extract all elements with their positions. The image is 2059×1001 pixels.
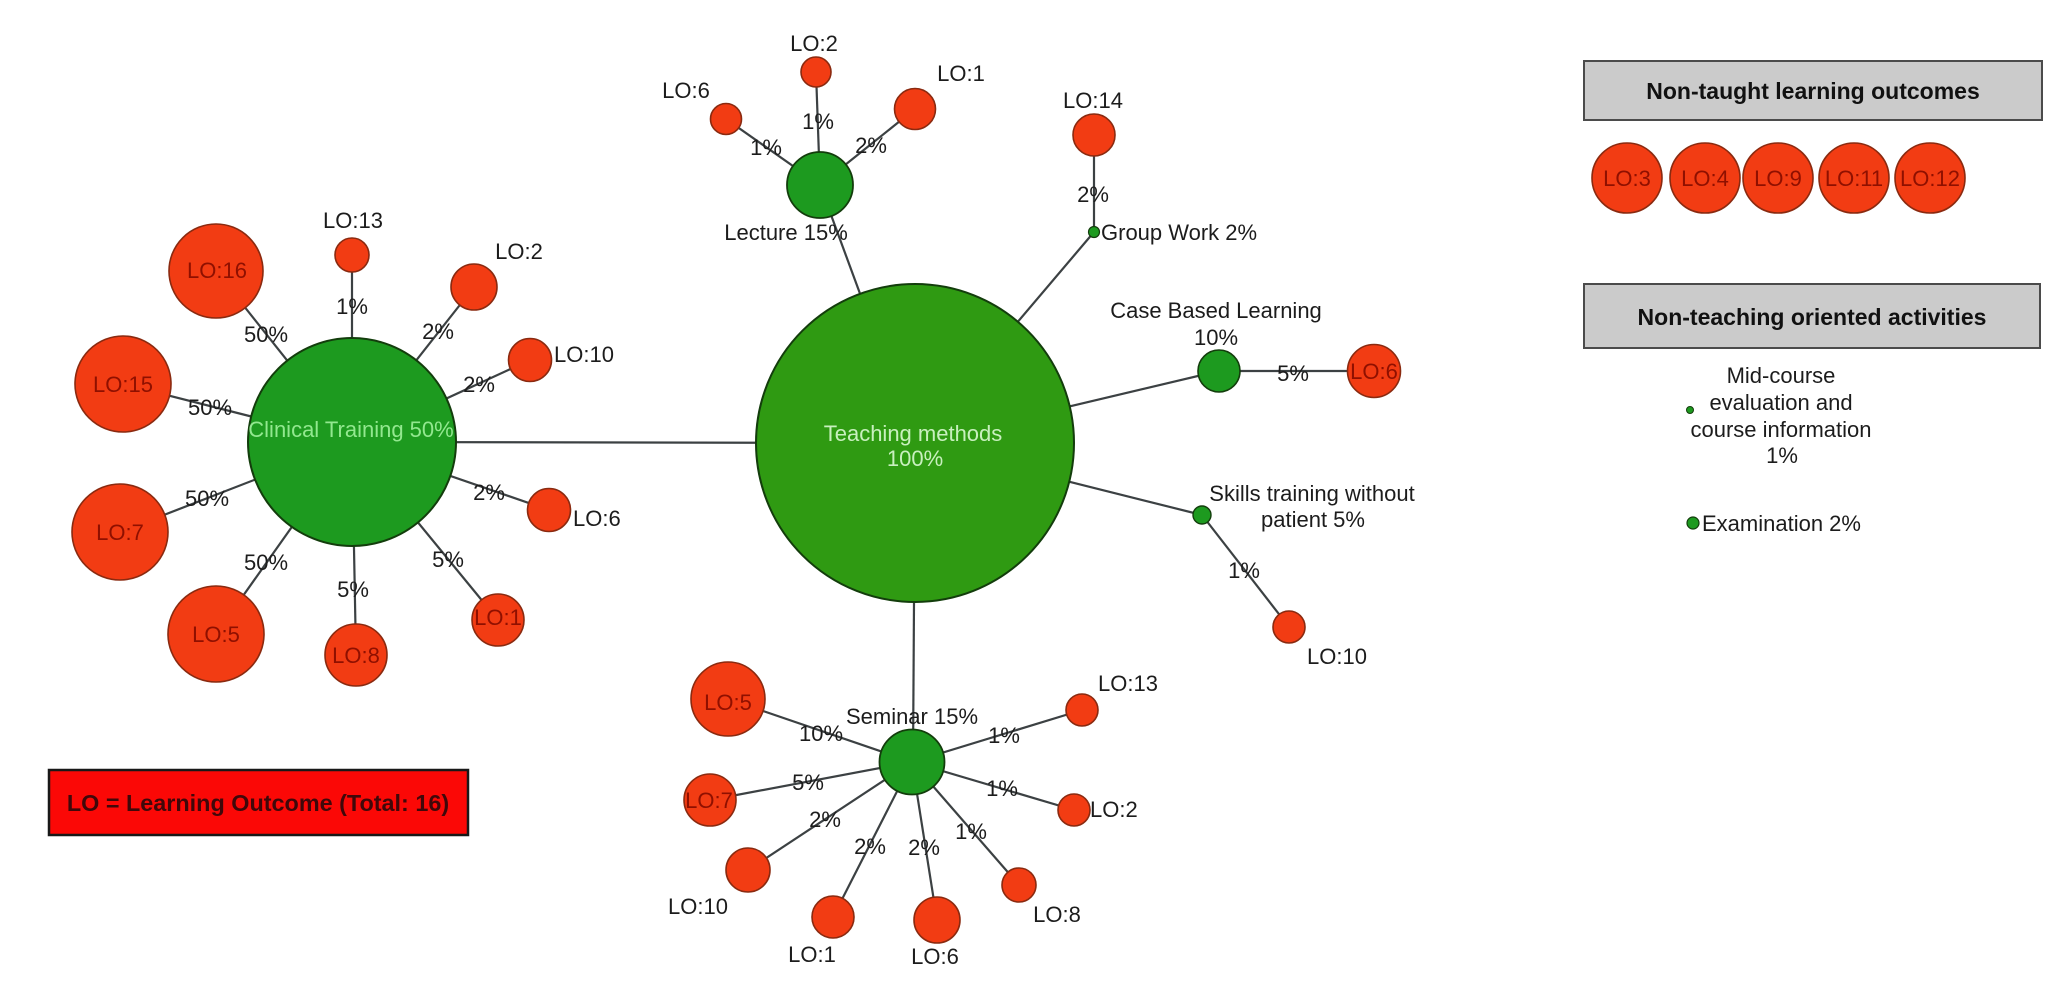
svg-text:LO:4: LO:4	[1681, 166, 1729, 191]
svg-text:5%: 5%	[337, 577, 369, 602]
svg-text:LO:2: LO:2	[495, 239, 543, 264]
svg-text:LO:5: LO:5	[704, 690, 752, 715]
svg-text:LO:1: LO:1	[474, 605, 522, 630]
svg-text:LO:14: LO:14	[1063, 88, 1123, 113]
svg-text:LO:13: LO:13	[1098, 671, 1158, 696]
svg-text:1%: 1%	[802, 109, 834, 134]
svg-text:LO:10: LO:10	[1307, 644, 1367, 669]
svg-text:LO:5: LO:5	[192, 622, 240, 647]
svg-text:2%: 2%	[473, 480, 505, 505]
svg-text:2%: 2%	[854, 834, 886, 859]
svg-text:2%: 2%	[422, 319, 454, 344]
svg-text:LO:6: LO:6	[662, 78, 710, 103]
svg-text:LO:6: LO:6	[1350, 359, 1398, 384]
svg-text:1%: 1%	[955, 819, 987, 844]
svg-text:100%: 100%	[887, 446, 943, 471]
svg-text:50%: 50%	[244, 550, 288, 575]
svg-text:evaluation and: evaluation and	[1709, 390, 1852, 415]
svg-text:LO:3: LO:3	[1603, 166, 1651, 191]
svg-text:LO:8: LO:8	[1033, 902, 1081, 927]
svg-text:LO:15: LO:15	[93, 372, 153, 397]
svg-text:LO:11: LO:11	[1825, 166, 1883, 191]
svg-text:1%: 1%	[1228, 558, 1260, 583]
svg-text:LO:2: LO:2	[790, 31, 838, 56]
svg-text:1%: 1%	[336, 294, 368, 319]
svg-text:10%: 10%	[799, 721, 843, 746]
svg-text:Mid-course: Mid-course	[1727, 363, 1836, 388]
svg-text:Skills training without: Skills training without	[1209, 481, 1414, 506]
svg-text:1%: 1%	[986, 776, 1018, 801]
svg-text:5%: 5%	[1277, 361, 1309, 386]
svg-text:Teaching methods: Teaching methods	[824, 421, 1003, 446]
svg-text:LO:2: LO:2	[1090, 797, 1138, 822]
svg-text:1%: 1%	[750, 135, 782, 160]
svg-text:LO:1: LO:1	[937, 61, 985, 86]
svg-text:Group Work 2%: Group Work 2%	[1101, 220, 1257, 245]
svg-text:2%: 2%	[1077, 182, 1109, 207]
svg-text:LO:6: LO:6	[911, 944, 959, 969]
svg-text:Non-taught learning outcomes: Non-taught learning outcomes	[1646, 78, 1980, 104]
svg-text:2%: 2%	[908, 835, 940, 860]
svg-text:Case Based Learning: Case Based Learning	[1110, 298, 1322, 323]
svg-text:Examination 2%: Examination 2%	[1702, 511, 1861, 536]
svg-text:2%: 2%	[809, 807, 841, 832]
svg-text:Seminar 15%: Seminar 15%	[846, 704, 978, 729]
svg-text:2%: 2%	[855, 133, 887, 158]
svg-text:50%: 50%	[188, 395, 232, 420]
svg-text:LO:13: LO:13	[323, 208, 383, 233]
svg-text:LO:9: LO:9	[1754, 166, 1802, 191]
svg-text:LO:10: LO:10	[554, 342, 614, 367]
svg-text:10%: 10%	[1194, 325, 1238, 350]
svg-text:LO = Learning Outcome (Total:: LO = Learning Outcome (Total: 16)	[67, 790, 449, 816]
svg-text:LO:7: LO:7	[685, 788, 733, 813]
svg-text:patient 5%: patient 5%	[1261, 507, 1365, 532]
svg-text:LO:16: LO:16	[187, 258, 247, 283]
svg-text:LO:8: LO:8	[332, 643, 380, 668]
svg-text:2%: 2%	[463, 372, 495, 397]
svg-text:50%: 50%	[185, 486, 229, 511]
svg-text:LO:10: LO:10	[668, 894, 728, 919]
svg-text:Clinical Training 50%: Clinical Training 50%	[248, 417, 453, 442]
svg-text:Lecture 15%: Lecture 15%	[724, 220, 848, 245]
svg-text:course information: course information	[1691, 417, 1872, 442]
svg-text:50%: 50%	[244, 322, 288, 347]
svg-text:LO:7: LO:7	[96, 520, 144, 545]
svg-text:LO:12: LO:12	[1900, 166, 1960, 191]
svg-text:1%: 1%	[1766, 443, 1798, 468]
svg-text:5%: 5%	[792, 770, 824, 795]
svg-text:LO:1: LO:1	[788, 942, 836, 967]
svg-text:5%: 5%	[432, 547, 464, 572]
svg-text:1%: 1%	[988, 723, 1020, 748]
svg-text:Non-teaching oriented activiti: Non-teaching oriented activities	[1638, 304, 1987, 330]
svg-text:LO:6: LO:6	[573, 506, 621, 531]
